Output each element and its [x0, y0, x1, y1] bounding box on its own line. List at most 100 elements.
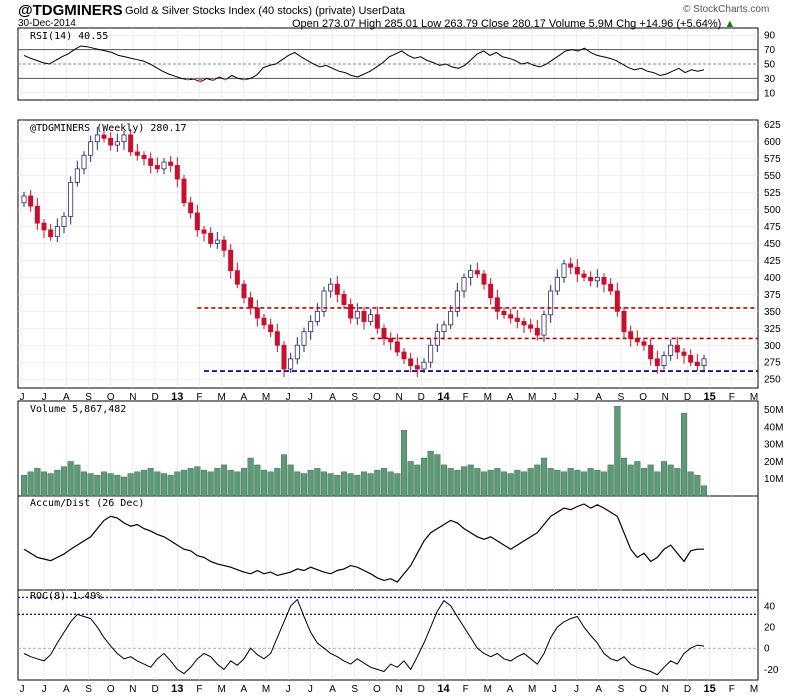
volume-bar [340, 471, 348, 497]
candle-body [341, 293, 347, 305]
candle-body [588, 277, 594, 282]
rsi-oversold-fill [192, 78, 196, 80]
x-axis-tick-label: M [262, 684, 270, 695]
accum-dist-line [23, 503, 704, 583]
volume-bar [227, 469, 234, 497]
x-axis-tick-label: J [20, 392, 25, 403]
x-axis-tick-label: N [129, 684, 136, 695]
x-axis-tick-label: O [639, 684, 647, 695]
x-axis-tick-label: D [418, 392, 425, 403]
x-axis-tick-label: A [240, 392, 247, 403]
x-axis-tick-label: 15 [704, 391, 716, 403]
volume-bar [234, 471, 241, 497]
candle-body [561, 263, 567, 278]
candle-body [548, 290, 554, 316]
x-axis-tick-label: D [418, 684, 425, 695]
x-axis-tick-label: F [463, 392, 469, 403]
volume-bar [560, 471, 568, 497]
panel-frame-ad [17, 495, 759, 591]
candle-body [348, 304, 354, 319]
candle-body [148, 158, 154, 166]
roc-y-tick-label: 20 [764, 623, 776, 634]
volume-bar [547, 468, 554, 497]
volume-bar [607, 464, 614, 497]
roc-y-tick-label: -20 [764, 665, 779, 676]
volume-y-tick-label: 10M [764, 474, 783, 485]
x-axis-tick-label: A [329, 392, 336, 403]
volume-bar [640, 468, 648, 497]
x-axis-tick-label: J [574, 392, 579, 403]
chart-date: 30-Dec-2014 [18, 18, 76, 29]
candle-body [268, 324, 274, 333]
x-axis-tick-label: M [217, 392, 225, 403]
candle-body [274, 331, 280, 346]
x-axis-tick-label: D [151, 392, 158, 403]
volume-bar [220, 464, 228, 497]
candle-body [214, 239, 220, 244]
candle-body [81, 154, 87, 170]
volume-bar [627, 464, 634, 497]
volume-bar [60, 466, 68, 497]
candle-body [221, 239, 227, 251]
candle-body [28, 195, 34, 207]
y-axis-tick-label: 600 [764, 137, 781, 148]
x-axis-tick-label: S [618, 684, 625, 695]
candle-body [468, 270, 474, 278]
volume-bar [700, 485, 708, 497]
volume-bar [500, 471, 508, 497]
candle-body [261, 317, 267, 326]
volume-bar [434, 454, 441, 497]
x-axis-tick-label: D [684, 684, 691, 695]
candle-body [648, 344, 654, 360]
volume-bar [287, 464, 294, 497]
volume-bar [300, 473, 308, 497]
candle-body [228, 249, 234, 272]
y-axis-tick-label: 50 [764, 60, 776, 71]
x-axis-tick-label: M [750, 684, 758, 695]
quote-summary: Open 273.07 High 285.01 Low 263.79 Close… [292, 18, 735, 30]
volume-bar [180, 469, 188, 497]
price-label: @TDGMINERS (Weekly) 280.17 [30, 123, 187, 134]
volume-bar [520, 471, 528, 497]
volume-bar [307, 469, 314, 497]
volume-bar [247, 457, 254, 497]
candle-body [134, 151, 140, 156]
roc-line [23, 598, 705, 676]
candle-body [68, 182, 74, 217]
rsi-oversold-fill [242, 78, 247, 80]
volume-bar [667, 464, 674, 497]
volume-bar [354, 475, 361, 497]
volume-bar [387, 471, 394, 497]
candle-body [514, 317, 520, 322]
candle-body [454, 290, 460, 312]
candle-body [188, 202, 194, 214]
candle-body [194, 212, 200, 231]
candle-body [54, 226, 60, 238]
rsi-oversold-fill [185, 78, 190, 80]
volume-bar [394, 473, 401, 497]
volume-bar [440, 464, 448, 497]
candle-body [181, 178, 187, 204]
volume-bar [127, 473, 134, 497]
candle-body [308, 321, 314, 333]
candle-body [428, 344, 434, 363]
x-axis-tick-label: A [63, 684, 70, 695]
x-axis-tick-label: J [308, 684, 313, 695]
x-axis-tick-label: S [85, 392, 92, 403]
candle-body [521, 321, 527, 326]
candle-body [121, 134, 127, 143]
chart-symbol: @TDGMINERS [18, 2, 123, 19]
candle-body [114, 141, 120, 146]
volume-bar [660, 461, 668, 497]
x-axis-tick-label: F [729, 684, 735, 695]
x-axis-tick-label: O [373, 392, 381, 403]
x-axis-tick-label: 15 [704, 683, 716, 695]
volume-bar [587, 468, 594, 497]
volume-bar [460, 466, 468, 497]
candle-body [161, 161, 167, 170]
volume-bar [67, 461, 74, 497]
volume-bar [580, 471, 588, 497]
y-axis-tick-label: 400 [764, 273, 781, 284]
candle-body [568, 263, 574, 268]
volume-bar [407, 461, 414, 497]
